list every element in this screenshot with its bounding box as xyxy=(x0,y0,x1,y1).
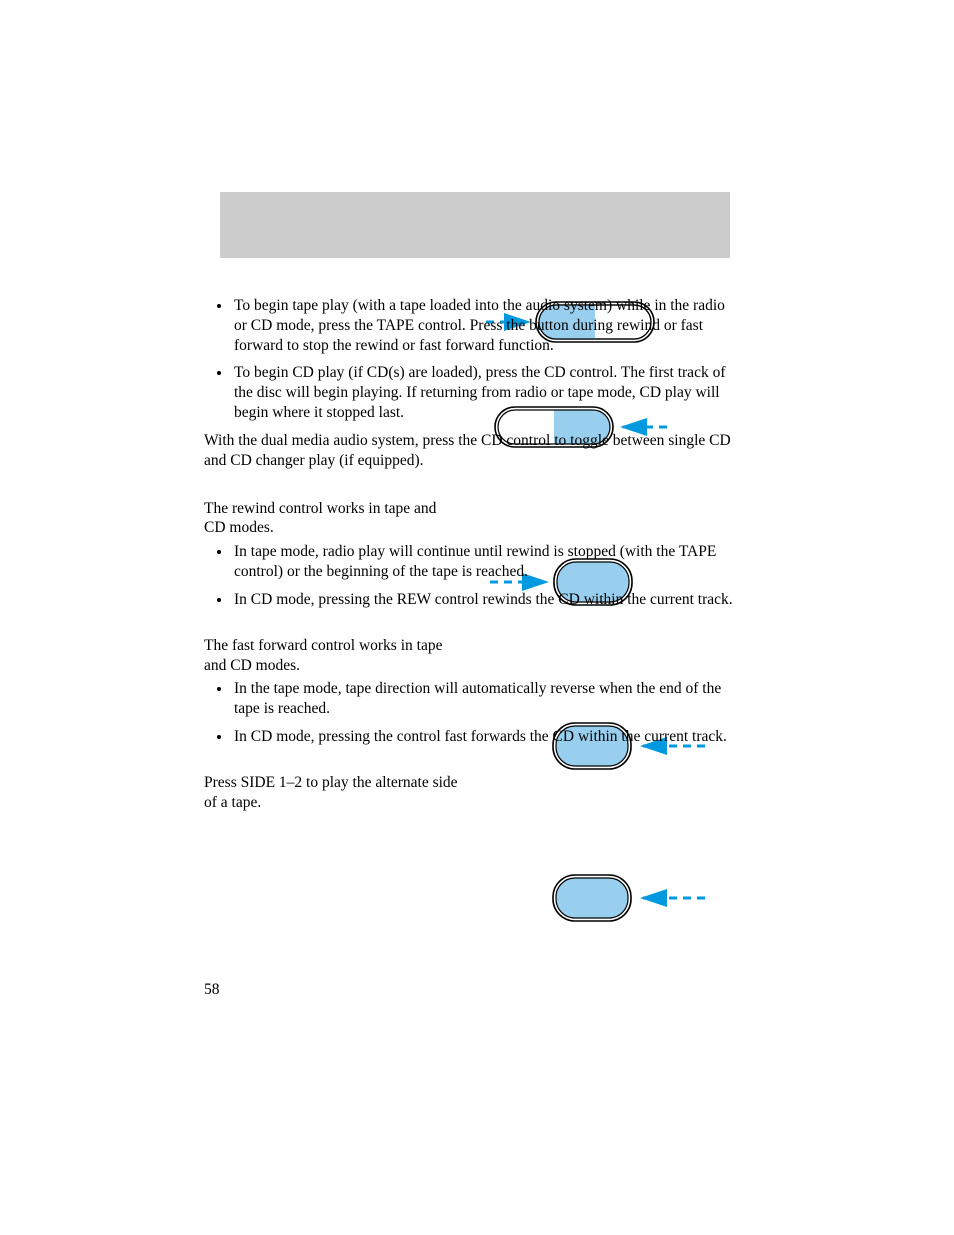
list-item: In CD mode, pressing the control fast fo… xyxy=(232,727,734,747)
list-item: In the tape mode, tape direction will au… xyxy=(232,679,734,719)
side12-button-figure xyxy=(547,870,727,932)
page-number: 58 xyxy=(204,980,220,1000)
list-item: To begin CD play (if CD(s) are loaded), … xyxy=(232,363,734,422)
section2-list: In tape mode, radio play will continue u… xyxy=(204,542,734,609)
section3-list: In the tape mode, tape direction will au… xyxy=(204,679,734,746)
list-item: In CD mode, pressing the REW control rew… xyxy=(232,590,734,610)
section2-para: The rewind control works in tape and CD … xyxy=(204,499,454,539)
page: To begin tape play (with a tape loaded i… xyxy=(0,0,954,1235)
body-content: To begin tape play (with a tape loaded i… xyxy=(204,296,734,831)
section4-para: Press SIDE 1–2 to play the alternate sid… xyxy=(204,773,464,813)
list-item: In tape mode, radio play will continue u… xyxy=(232,542,734,582)
section1-list: To begin tape play (with a tape loaded i… xyxy=(204,296,734,423)
section3-para: The fast forward control works in tape a… xyxy=(204,636,454,676)
list-item: To begin tape play (with a tape loaded i… xyxy=(232,296,734,355)
header-band xyxy=(220,192,730,258)
section1-para: With the dual media audio system, press … xyxy=(204,431,734,471)
